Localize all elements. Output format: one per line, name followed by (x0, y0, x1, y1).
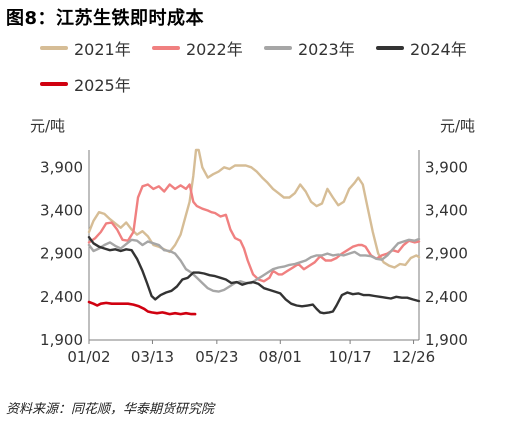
y-tick-label-right: 1,900 (425, 331, 468, 349)
legend-label-2021: 2021年 (74, 40, 131, 59)
y-tick-label-right: 3,900 (425, 158, 468, 176)
y-tick-label-left: 3,900 (40, 158, 83, 176)
series-line-2 (87, 183, 421, 283)
legend-item-2021: 2021年 (40, 36, 131, 60)
x-tick-label: 08/01 (259, 348, 302, 366)
chart-title: 图8：江苏生铁即时成本 (6, 8, 205, 29)
legend-item-2023: 2023年 (264, 36, 355, 60)
source-note: 资料来源：同花顺，华泰期货研究院 (6, 402, 215, 417)
legend-item-2024: 2024年 (376, 36, 467, 60)
y-tick-label-right: 2,900 (425, 245, 468, 263)
legend-swatch-2022 (152, 46, 180, 50)
y-tick-label-right: 2,400 (425, 288, 468, 306)
legend-item-2022: 2022年 (152, 36, 243, 60)
legend-label-2025: 2025年 (74, 76, 131, 95)
y-tick-label-left: 3,400 (40, 201, 83, 219)
x-tick-label: 01/02 (67, 348, 110, 366)
legend-swatch-2021 (40, 46, 68, 50)
y-tick-label-left: 1,900 (40, 331, 83, 349)
series-line-4 (87, 235, 421, 315)
legend-item-2025: 2025年 (40, 72, 131, 96)
right-unit-label: 元/吨 (440, 117, 475, 135)
legend-label-2022: 2022年 (186, 40, 243, 59)
y-tick-label-left: 2,900 (40, 245, 83, 263)
x-tick-label: 03/13 (131, 348, 174, 366)
series-line-5 (87, 300, 197, 316)
series-line-3 (87, 237, 421, 293)
x-tick-label: 10/17 (328, 348, 371, 366)
y-tick-label-left: 2,400 (40, 288, 83, 306)
left-unit-label: 元/吨 (30, 117, 65, 135)
series-line-1 (87, 148, 421, 269)
x-tick-label: 05/23 (195, 348, 238, 366)
x-tick-label: 12/26 (392, 348, 435, 366)
legend-swatch-2024 (376, 46, 404, 50)
legend-label-2024: 2024年 (410, 40, 467, 59)
y-tick-label-right: 3,400 (425, 201, 468, 219)
legend-swatch-2025 (40, 82, 68, 86)
legend-label-2023: 2023年 (298, 40, 355, 59)
legend-swatch-2023 (264, 46, 292, 50)
